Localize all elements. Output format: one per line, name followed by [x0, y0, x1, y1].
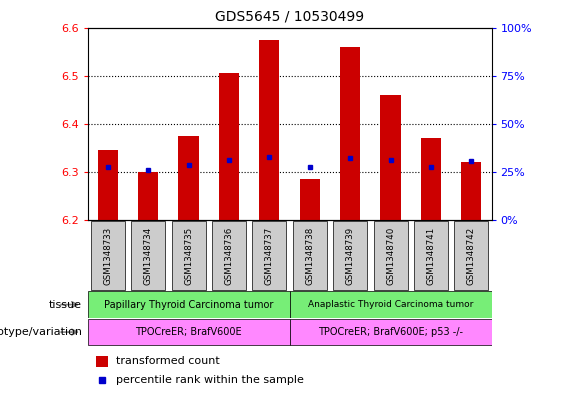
Title: GDS5645 / 10530499: GDS5645 / 10530499	[215, 9, 364, 24]
Bar	[179, 136, 199, 220]
Text: GSM1348740: GSM1348740	[386, 226, 395, 285]
FancyBboxPatch shape	[414, 221, 448, 290]
Text: GSM1348737: GSM1348737	[265, 226, 274, 285]
Text: genotype/variation: genotype/variation	[0, 327, 82, 337]
Text: GSM1348741: GSM1348741	[427, 226, 436, 285]
FancyBboxPatch shape	[293, 221, 327, 290]
FancyBboxPatch shape	[290, 291, 492, 318]
Text: Anaplastic Thyroid Carcinoma tumor: Anaplastic Thyroid Carcinoma tumor	[308, 300, 473, 309]
Text: GSM1348735: GSM1348735	[184, 226, 193, 285]
FancyBboxPatch shape	[212, 221, 246, 290]
FancyBboxPatch shape	[172, 221, 206, 290]
FancyBboxPatch shape	[88, 319, 290, 345]
Text: tissue: tissue	[49, 299, 82, 310]
Text: GSM1348733: GSM1348733	[103, 226, 112, 285]
Bar	[461, 162, 481, 220]
Bar	[98, 150, 118, 220]
Bar	[421, 138, 441, 220]
Bar	[95, 356, 108, 367]
Bar	[259, 40, 280, 220]
FancyBboxPatch shape	[454, 221, 488, 290]
FancyBboxPatch shape	[253, 221, 286, 290]
Text: Papillary Thyroid Carcinoma tumor: Papillary Thyroid Carcinoma tumor	[104, 299, 273, 310]
Text: percentile rank within the sample: percentile rank within the sample	[116, 375, 304, 386]
Bar	[380, 95, 401, 220]
Text: TPOCreER; BrafV600E: TPOCreER; BrafV600E	[135, 327, 242, 337]
Text: GSM1348738: GSM1348738	[305, 226, 314, 285]
Text: GSM1348739: GSM1348739	[346, 226, 355, 285]
FancyBboxPatch shape	[290, 319, 492, 345]
FancyBboxPatch shape	[131, 221, 165, 290]
Bar	[219, 73, 239, 220]
Bar	[340, 47, 360, 220]
Text: transformed count: transformed count	[116, 356, 220, 366]
Bar	[138, 172, 158, 220]
FancyBboxPatch shape	[88, 291, 290, 318]
Text: TPOCreER; BrafV600E; p53 -/-: TPOCreER; BrafV600E; p53 -/-	[318, 327, 463, 337]
FancyBboxPatch shape	[333, 221, 367, 290]
Text: GSM1348742: GSM1348742	[467, 226, 476, 285]
FancyBboxPatch shape	[373, 221, 407, 290]
FancyBboxPatch shape	[91, 221, 125, 290]
Bar	[299, 179, 320, 220]
Text: GSM1348736: GSM1348736	[224, 226, 233, 285]
Text: GSM1348734: GSM1348734	[144, 226, 153, 285]
